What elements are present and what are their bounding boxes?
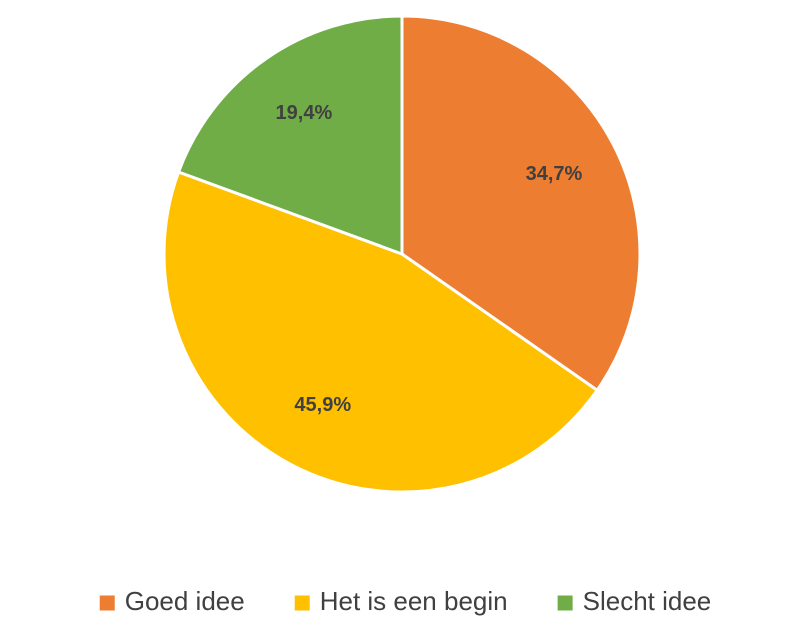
data-label: 34,7% bbox=[526, 163, 583, 185]
pie-slice bbox=[162, 170, 600, 494]
legend-label: Slecht idee bbox=[583, 586, 712, 616]
legend-swatch bbox=[557, 595, 573, 611]
legend-label: Het is een begin bbox=[320, 586, 508, 616]
pie-slice bbox=[400, 14, 642, 393]
data-label: 19,4% bbox=[276, 102, 333, 124]
data-label: 45,9% bbox=[294, 394, 351, 416]
legend-swatch bbox=[294, 595, 310, 611]
pie-slice bbox=[176, 14, 404, 257]
legend-label: Goed idee bbox=[125, 586, 245, 616]
legend-swatch bbox=[99, 595, 115, 611]
